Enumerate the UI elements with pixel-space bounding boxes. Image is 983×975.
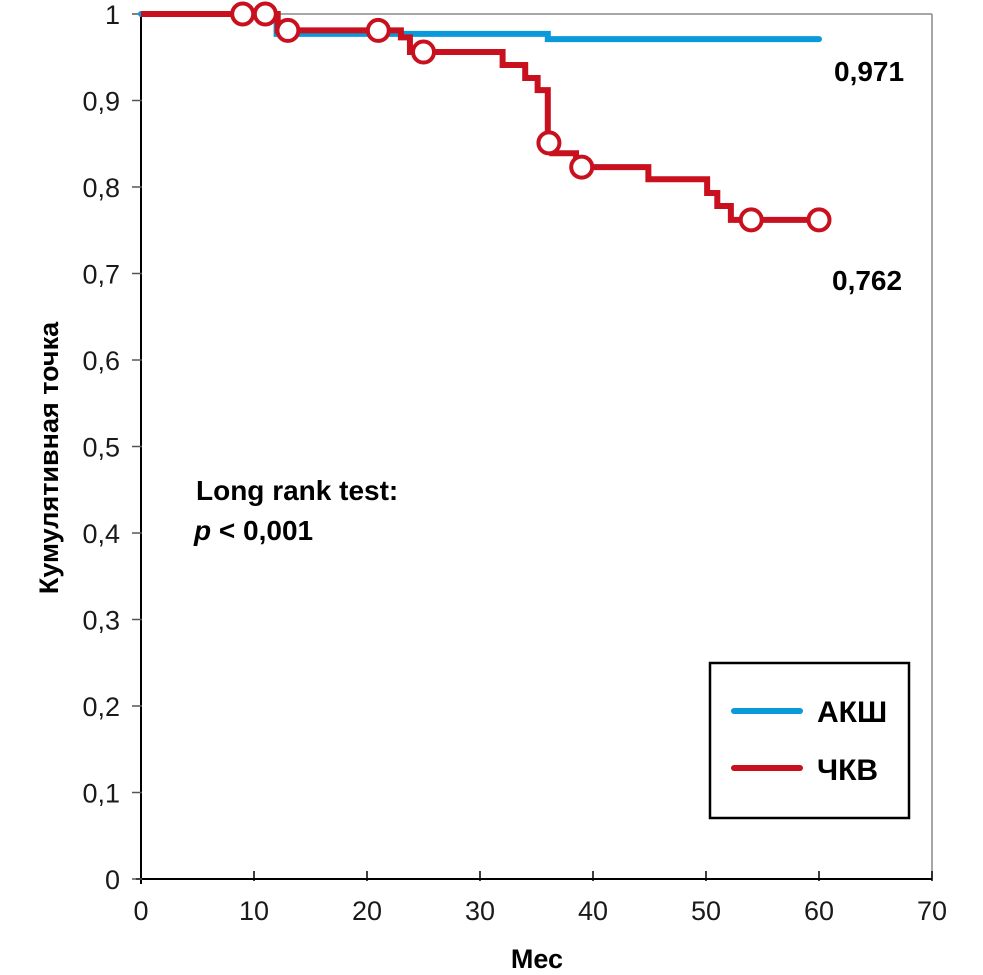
censor-marker bbox=[569, 154, 595, 180]
series-layer bbox=[138, 1, 832, 233]
end-label-chkv: 0,762 bbox=[832, 265, 902, 296]
annotation-p-value: p < 0,001 bbox=[193, 515, 313, 546]
x-tick-label: 70 bbox=[917, 896, 947, 926]
x-tick-label: 50 bbox=[691, 896, 721, 926]
censor-marker bbox=[230, 1, 256, 27]
legend: АКШ ЧКВ bbox=[708, 661, 911, 820]
y-tick-label: 0,9 bbox=[82, 87, 120, 117]
y-tick-label: 0,2 bbox=[82, 692, 120, 722]
y-tick-label: 0,1 bbox=[82, 779, 120, 809]
y-tick-label: 0,4 bbox=[82, 519, 120, 549]
legend-label-chkv: ЧКВ bbox=[817, 754, 878, 787]
x-tick-label: 0 bbox=[133, 896, 148, 926]
censor-marker bbox=[275, 17, 301, 43]
end-label-akш: 0,971 bbox=[834, 56, 904, 87]
x-tick-label: 10 bbox=[239, 896, 269, 926]
x-tick-label: 40 bbox=[578, 896, 608, 926]
x-tick-label: 60 bbox=[804, 896, 834, 926]
censor-marker bbox=[536, 130, 562, 156]
y-tick-label: 0 bbox=[105, 865, 120, 895]
y-tick-label: 0,7 bbox=[82, 260, 120, 290]
y-tick-label: 0,8 bbox=[82, 173, 120, 203]
p-value-text: < 0,001 bbox=[211, 515, 313, 546]
x-tick-label: 30 bbox=[465, 896, 495, 926]
y-tick-label: 0,6 bbox=[82, 346, 120, 376]
x-ticks: 0 10 20 30 40 50 60 70 bbox=[133, 871, 947, 926]
legend-label-akш: АКШ bbox=[817, 696, 887, 729]
x-tick-label: 20 bbox=[352, 896, 382, 926]
annotation-test-name: Long rank test: bbox=[196, 475, 398, 506]
y-tick-label: 0,3 bbox=[82, 606, 120, 636]
series-line-1 bbox=[141, 11, 819, 223]
censor-marker bbox=[365, 17, 391, 43]
y-tick-label: 1 bbox=[105, 0, 120, 30]
p-symbol: p bbox=[193, 515, 211, 546]
legend-box bbox=[708, 661, 911, 820]
y-axis-title: Кумулятивная точка bbox=[34, 321, 64, 594]
censor-marker bbox=[738, 207, 764, 233]
x-axis-title: Мес bbox=[511, 944, 563, 974]
y-ticks: 0 0,1 0,2 0,3 0,4 0,5 0,6 0,7 0,8 0,9 1 bbox=[82, 0, 142, 895]
censor-marker bbox=[806, 207, 832, 233]
censor-marker bbox=[411, 39, 436, 65]
censor-marker bbox=[252, 1, 278, 27]
y-tick-label: 0,5 bbox=[82, 433, 120, 463]
